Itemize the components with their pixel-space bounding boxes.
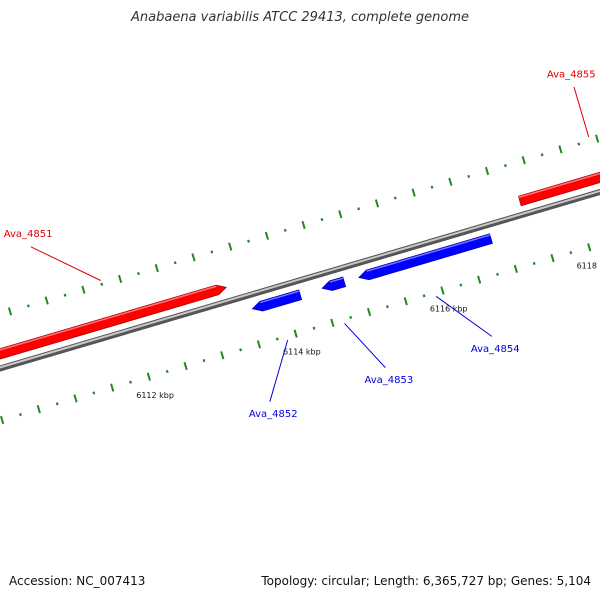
gene-labels: Ava_4851 Ava_4852 Ava_4853 Ava_4854 Ava_4855… [4, 69, 596, 420]
upper-tick [191, 253, 196, 262]
lower-tick [385, 305, 389, 309]
gene-label-connector [344, 323, 386, 369]
upper-tick [595, 134, 600, 143]
backbone-highlight [0, 189, 600, 369]
lower-tick [73, 394, 78, 403]
gene-highlight [0, 285, 217, 351]
upper-tick [264, 231, 269, 240]
lower-tick [256, 340, 262, 349]
lower-tick [366, 307, 372, 317]
lower-tick [349, 315, 353, 319]
gene-label[interactable]: Ava_4851 [4, 229, 53, 240]
upper-tick [63, 293, 67, 297]
lower-tick [440, 286, 445, 295]
lower-tick [19, 413, 22, 417]
upper-tick [247, 239, 250, 243]
upper-tick [540, 153, 544, 157]
lower-tick [293, 329, 298, 338]
gene-highlight [260, 290, 300, 304]
upper-tick [411, 188, 416, 197]
lower-tick [0, 415, 5, 425]
upper-tick [26, 304, 30, 308]
lower-tick [275, 337, 279, 341]
upper-tick [558, 145, 563, 154]
gene-arrow-ava-4853[interactable] [321, 276, 347, 291]
map-title: Anabaena variabilis ATCC 29413, complete… [131, 10, 469, 25]
upper-tick [430, 185, 434, 189]
upper-tick [484, 166, 490, 176]
upper-tick [521, 156, 526, 165]
gene-arrow-ava-4852[interactable] [251, 289, 303, 312]
gene-highlight [329, 277, 344, 283]
upper-tick [210, 250, 214, 254]
lower-tick [513, 264, 518, 273]
upper-tick [44, 296, 49, 305]
upper-tick [467, 174, 471, 178]
gene-arrow-ava-4851[interactable] [0, 284, 228, 360]
upper-tick [503, 164, 507, 168]
lower-tick [36, 405, 41, 414]
upper-tick [374, 199, 380, 208]
gene-label[interactable]: Ava_4853 [364, 375, 413, 386]
tick-label: 6114 kbp [283, 348, 321, 357]
upper-tick [154, 264, 159, 273]
upper-tick [283, 228, 287, 232]
gene-label-connector [573, 86, 590, 138]
upper-tick [173, 261, 177, 265]
gene-label-connector [30, 246, 101, 281]
upper-tick [577, 142, 581, 146]
upper-tick [81, 285, 86, 294]
lower-tick [422, 294, 426, 298]
lower-tick [532, 261, 536, 266]
gene-arrow-ava-4854[interactable] [358, 233, 493, 281]
lower-tick [459, 283, 463, 287]
lower-tick [92, 391, 96, 395]
gene-label[interactable]: Ava_4852 [249, 409, 298, 420]
tick-label: 6116 kbp [430, 305, 468, 314]
upper-tick [301, 220, 306, 230]
genome-summary-text: Topology: circular; Length: 6,365,727 bp… [261, 574, 591, 588]
lower-tick [403, 297, 408, 306]
upper-tick [137, 271, 140, 276]
lower-tick [550, 253, 555, 263]
gene-highlight [518, 172, 600, 199]
lower-tick [110, 383, 115, 392]
gene-label[interactable]: Ava_4855 [547, 69, 596, 80]
lower-tick [146, 372, 151, 381]
lower-tick [587, 243, 592, 252]
gene-label[interactable]: Ava_4854 [471, 344, 520, 355]
accession-text: Accession: NC_007413 [9, 574, 146, 588]
upper-tick [228, 242, 233, 251]
upper-tick [118, 274, 123, 284]
lower-tick [239, 348, 243, 352]
gene-label-connector [435, 296, 493, 337]
lower-tick [496, 272, 499, 276]
upper-tick [448, 177, 453, 186]
tick-label: 6118 kbp [577, 261, 600, 270]
lower-tick [202, 359, 206, 363]
upper-tick [338, 210, 343, 219]
gene-track [0, 151, 600, 360]
upper-tick [393, 196, 397, 200]
lower-tick [330, 318, 335, 327]
gene-highlight [366, 234, 491, 272]
lower-tick [477, 275, 482, 284]
upper-tick [320, 218, 324, 222]
upper-tick [357, 207, 361, 211]
lower-tick [569, 251, 573, 255]
upper-tick [7, 307, 13, 316]
tick-label: 6112 kbp [136, 391, 174, 400]
upper-tick [100, 282, 104, 286]
gene-label-connector [269, 340, 289, 402]
lower-tick [312, 326, 316, 330]
lower-tick [165, 369, 169, 373]
lower-tick [183, 361, 188, 371]
lower-tick [55, 402, 59, 406]
lower-tick [220, 351, 225, 360]
gene-arrow-ava-4855[interactable] [517, 151, 600, 207]
lower-tick [129, 380, 132, 384]
